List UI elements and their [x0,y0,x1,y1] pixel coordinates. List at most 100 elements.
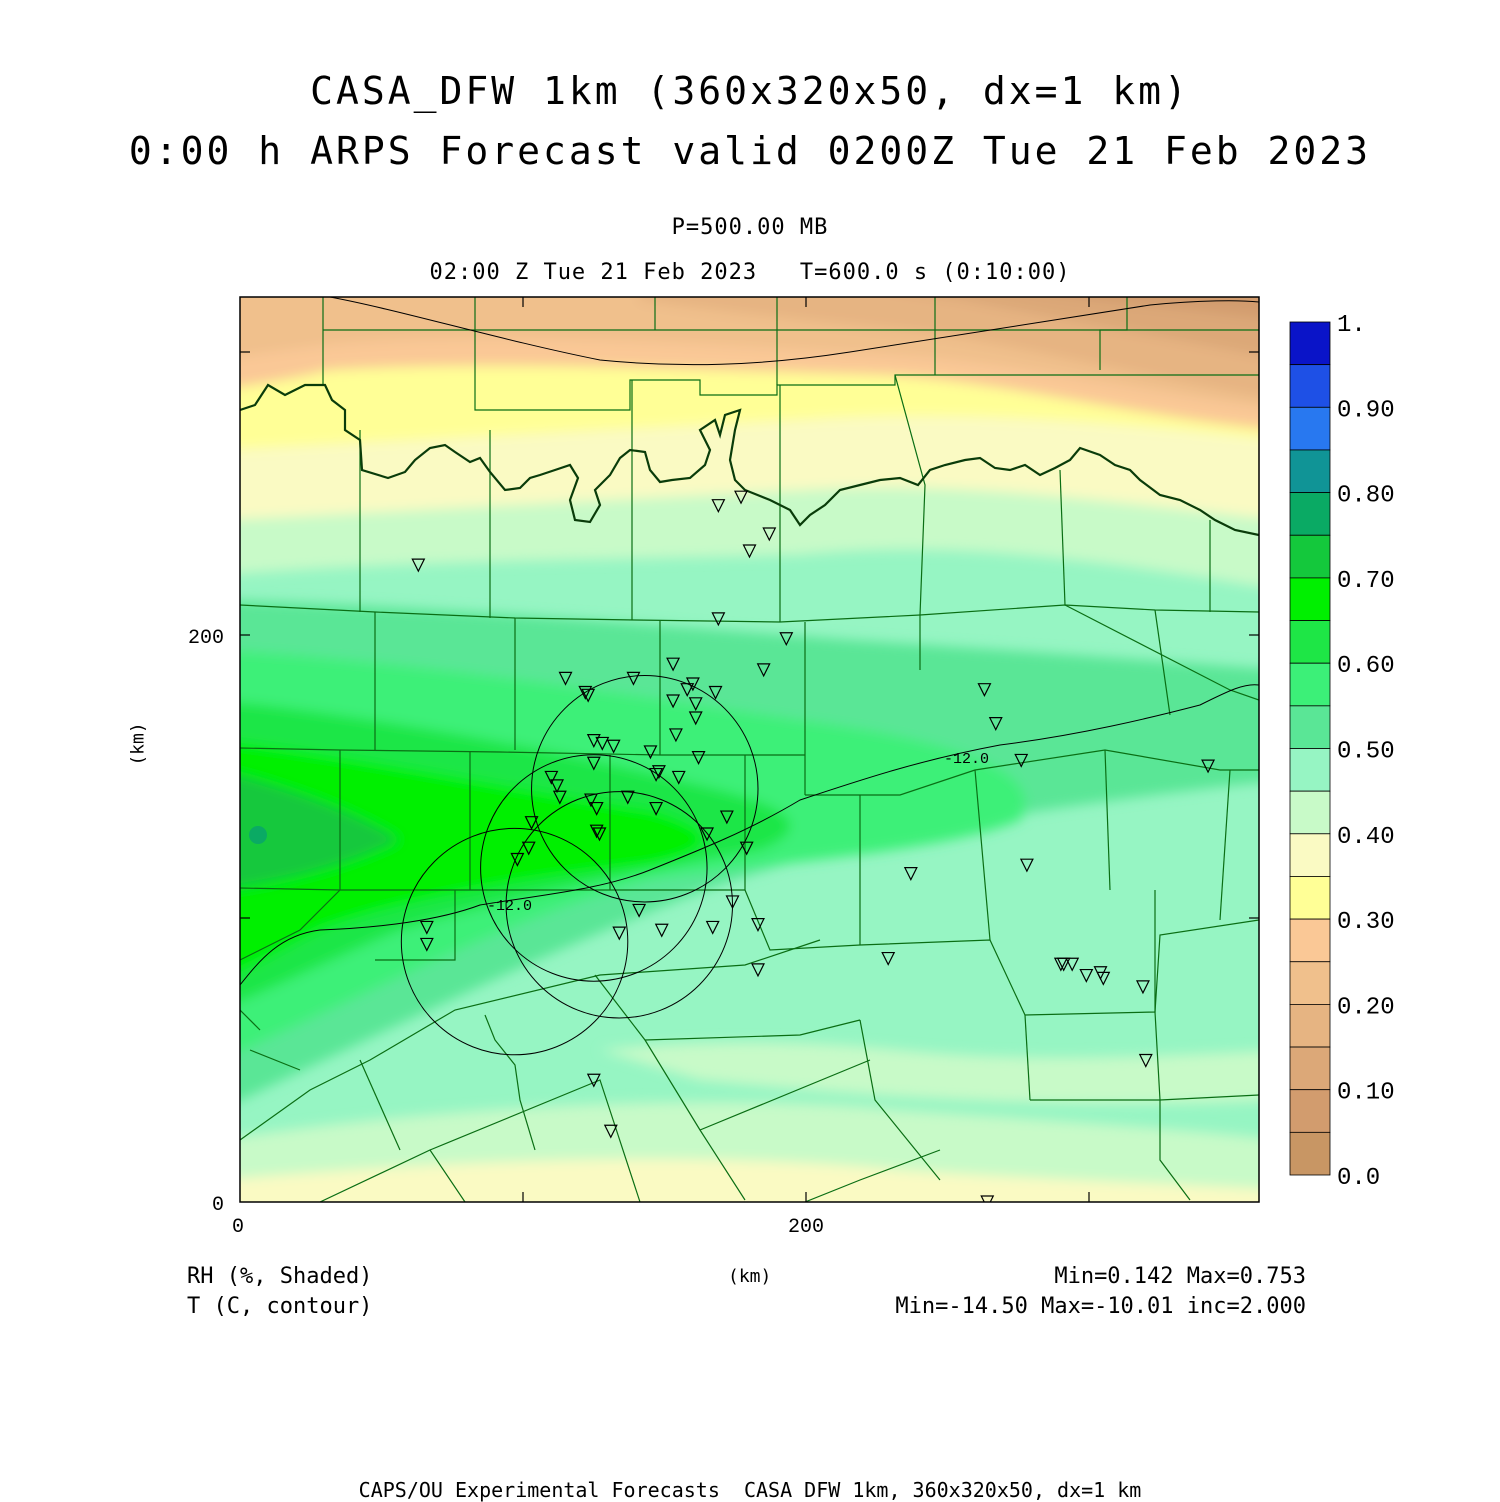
station-marker [581,688,596,703]
station-marker [1135,980,1150,995]
station-marker [1056,957,1071,972]
station-marker [688,711,703,726]
station-marker [725,895,740,910]
colorbar-label: 0.0 [1337,1165,1380,1192]
station-marker [734,490,748,505]
contour-min-max: Min=-14.50 Max=-10.01 inc=2.000 [895,1294,1306,1319]
station-marker [762,527,777,542]
colorbar-label: 0.40 [1337,824,1395,851]
county-boundaries [240,297,1259,1202]
station-marker [666,657,681,672]
station-markers [411,490,1216,1202]
station-marker [680,683,695,698]
colorbar-label: 0.30 [1337,909,1395,936]
colorbar-label: 0.80 [1337,483,1395,510]
forecast-valid-title: 0:00 h ARPS Forecast valid 0200Z Tue 21 … [128,129,1372,173]
station-marker [756,663,771,678]
station-marker [688,697,703,712]
state-border-river [240,383,1259,537]
y-axis-unit: (km) [127,722,149,766]
station-marker [705,920,720,935]
colorbar-labels: 1. 0.90 0.80 0.70 0.60 0.50 0.40 0.30 0.20 0.10 0.… [1337,312,1395,1192]
radar-ring [400,827,629,1056]
station-marker [643,745,658,760]
contour-variable-label: T (C, contour) [187,1294,373,1319]
colorbar-swatch [1289,1004,1331,1048]
colorbar-swatch [1289,364,1331,408]
station-marker [739,841,754,856]
station-marker [751,963,765,978]
station-marker [544,770,559,785]
colorbar-swatch [1289,705,1331,749]
station-marker [980,1195,995,1202]
station-marker [977,683,992,698]
colorbar-swatch [1289,1131,1331,1176]
x-tick-0: 0 [232,1216,244,1239]
station-marker [521,841,536,856]
chart-title: CASA_DFW 1km (360x320x50, dx=1 km) [310,69,1190,113]
radar-ring [531,675,759,903]
station-marker [510,852,525,867]
station-marker [411,558,426,573]
station-marker [685,677,700,692]
contour-label-2: -12.0 [944,751,989,768]
plot-frame [239,296,1260,1203]
colorbar-swatch [1289,790,1331,835]
station-marker [1096,971,1111,986]
shaded-min-max: Min=0.142 Max=0.753 [1054,1264,1306,1289]
colorbar-label: 0.20 [1337,994,1395,1021]
station-marker [578,685,593,700]
station-marker [589,801,604,816]
station-marker [671,770,686,785]
colorbar [1289,321,1331,1176]
station-marker [626,671,641,686]
station-marker [550,779,564,794]
station-marker [719,810,734,825]
colorbar-swatch [1289,449,1331,494]
footer-credit: CAPS/OU Experimental Forecasts CASA DFW … [358,1478,1142,1502]
colorbar-label: 0.60 [1337,653,1395,680]
colorbar-swatch [1289,918,1331,963]
station-marker [649,767,664,782]
station-marker [751,918,765,932]
colorbar-swatch [1289,620,1331,664]
station-marker [589,824,604,839]
x-axis-unit: (km) [728,1266,772,1287]
station-marker [1201,759,1216,774]
valid-time: 02:00 Z Tue 21 Feb 2023 T=600.0 s (0:10:… [429,260,1071,285]
station-marker [586,734,601,748]
station-marker [708,685,723,700]
colorbar-swatch [1289,492,1331,536]
colorbar-label: 0.10 [1337,1080,1395,1107]
station-marker [779,632,794,647]
station-marker [988,717,1003,731]
y-tick-200: 200 [188,627,224,650]
colorbar-swatch [1289,1046,1331,1091]
radar-ring [505,791,734,1019]
axis-ticks [240,297,1259,1202]
station-marker [419,920,434,935]
shaded-variable-label: RH (%, Shaded) [187,1264,373,1289]
station-marker [620,790,635,805]
station-marker [612,926,627,941]
colorbar-swatch [1289,876,1331,920]
colorbar-swatch [1289,321,1331,366]
station-marker [586,1073,601,1088]
rh-shaded-field [240,297,1259,1202]
station-marker [558,671,573,686]
colorbar-swatch [1289,833,1331,877]
colorbar-swatch [1289,534,1331,579]
station-marker [654,923,669,938]
colorbar-swatch [1289,748,1331,792]
contour-label-1: -12.0 [487,898,532,915]
x-tick-200: 200 [788,1216,824,1239]
colorbar-swatch [1289,406,1331,451]
station-marker [700,827,715,842]
colorbar-label: 0.70 [1337,568,1395,595]
station-marker [586,756,601,771]
station-marker [711,612,726,627]
colorbar-label: 0.50 [1337,739,1395,766]
colorbar-swatch [1289,961,1331,1005]
station-marker [419,937,434,952]
